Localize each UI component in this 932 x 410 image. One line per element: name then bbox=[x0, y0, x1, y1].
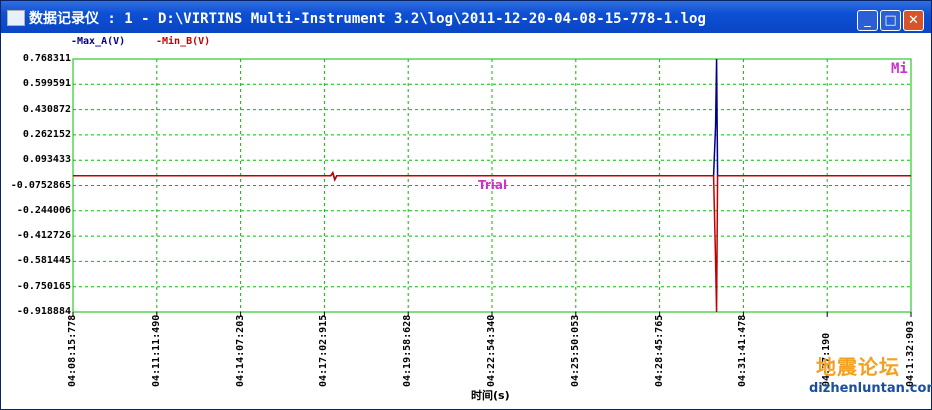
y-tick-label: -0.750165 bbox=[16, 280, 71, 292]
watermark-logo: 地震论坛 bbox=[816, 355, 900, 379]
x-tick-label: 04:14:07:203 bbox=[234, 314, 246, 387]
legend-series-b: -Min_B(V) bbox=[156, 36, 211, 47]
y-tick-label: -0.244006 bbox=[16, 204, 71, 216]
y-tick-label: -0.0752865 bbox=[10, 179, 71, 191]
title-bar[interactable]: 数据记录仪 : 1 - D:\VIRTINS Multi-Instrument … bbox=[1, 1, 931, 33]
y-tick-label: -0.581445 bbox=[16, 255, 71, 267]
x-tick-label: 04:28:45:765 bbox=[653, 314, 665, 387]
x-tick-label: 04:31:41:478 bbox=[737, 314, 749, 387]
app-icon bbox=[7, 10, 25, 26]
x-tick-label: 04:08:15:778 bbox=[67, 314, 78, 387]
y-tick-label: -0.412726 bbox=[16, 230, 71, 242]
x-tick-label: 04:1:32:903 bbox=[905, 320, 916, 387]
y-tick-label: 0.599591 bbox=[22, 78, 71, 90]
close-button[interactable]: ✕ bbox=[903, 10, 924, 31]
y-tick-label: -0.918884 bbox=[16, 306, 71, 317]
x-tick-label: 04:17:02:915 bbox=[318, 314, 330, 387]
corner-mark: Mi bbox=[891, 61, 908, 77]
maximize-button[interactable]: □ bbox=[880, 10, 901, 31]
x-axis-label: 时间(s) bbox=[471, 389, 510, 402]
y-tick-label: 0.262152 bbox=[22, 128, 71, 140]
window-title: 数据记录仪 : 1 - D:\VIRTINS Multi-Instrument … bbox=[29, 11, 706, 27]
x-tick-label: 04:19:58:628 bbox=[402, 314, 414, 387]
watermark-url: dizhenluntan.com bbox=[809, 381, 932, 396]
series-line-min-b bbox=[73, 170, 911, 313]
trial-label: Trial bbox=[478, 178, 508, 192]
x-tick-label: 04:25:50:053 bbox=[569, 314, 581, 387]
x-tick-label: 04:11:11:490 bbox=[150, 314, 162, 387]
legend-series-a: -Max_A(V) bbox=[71, 36, 126, 47]
y-tick-label: 0.430872 bbox=[22, 103, 71, 115]
y-tick-label: 0.768311 bbox=[22, 53, 71, 64]
y-tick-label: 0.093433 bbox=[22, 154, 71, 166]
minimize-button[interactable]: _ bbox=[857, 10, 878, 31]
x-tick-label: 04:22:54:340 bbox=[486, 314, 497, 387]
